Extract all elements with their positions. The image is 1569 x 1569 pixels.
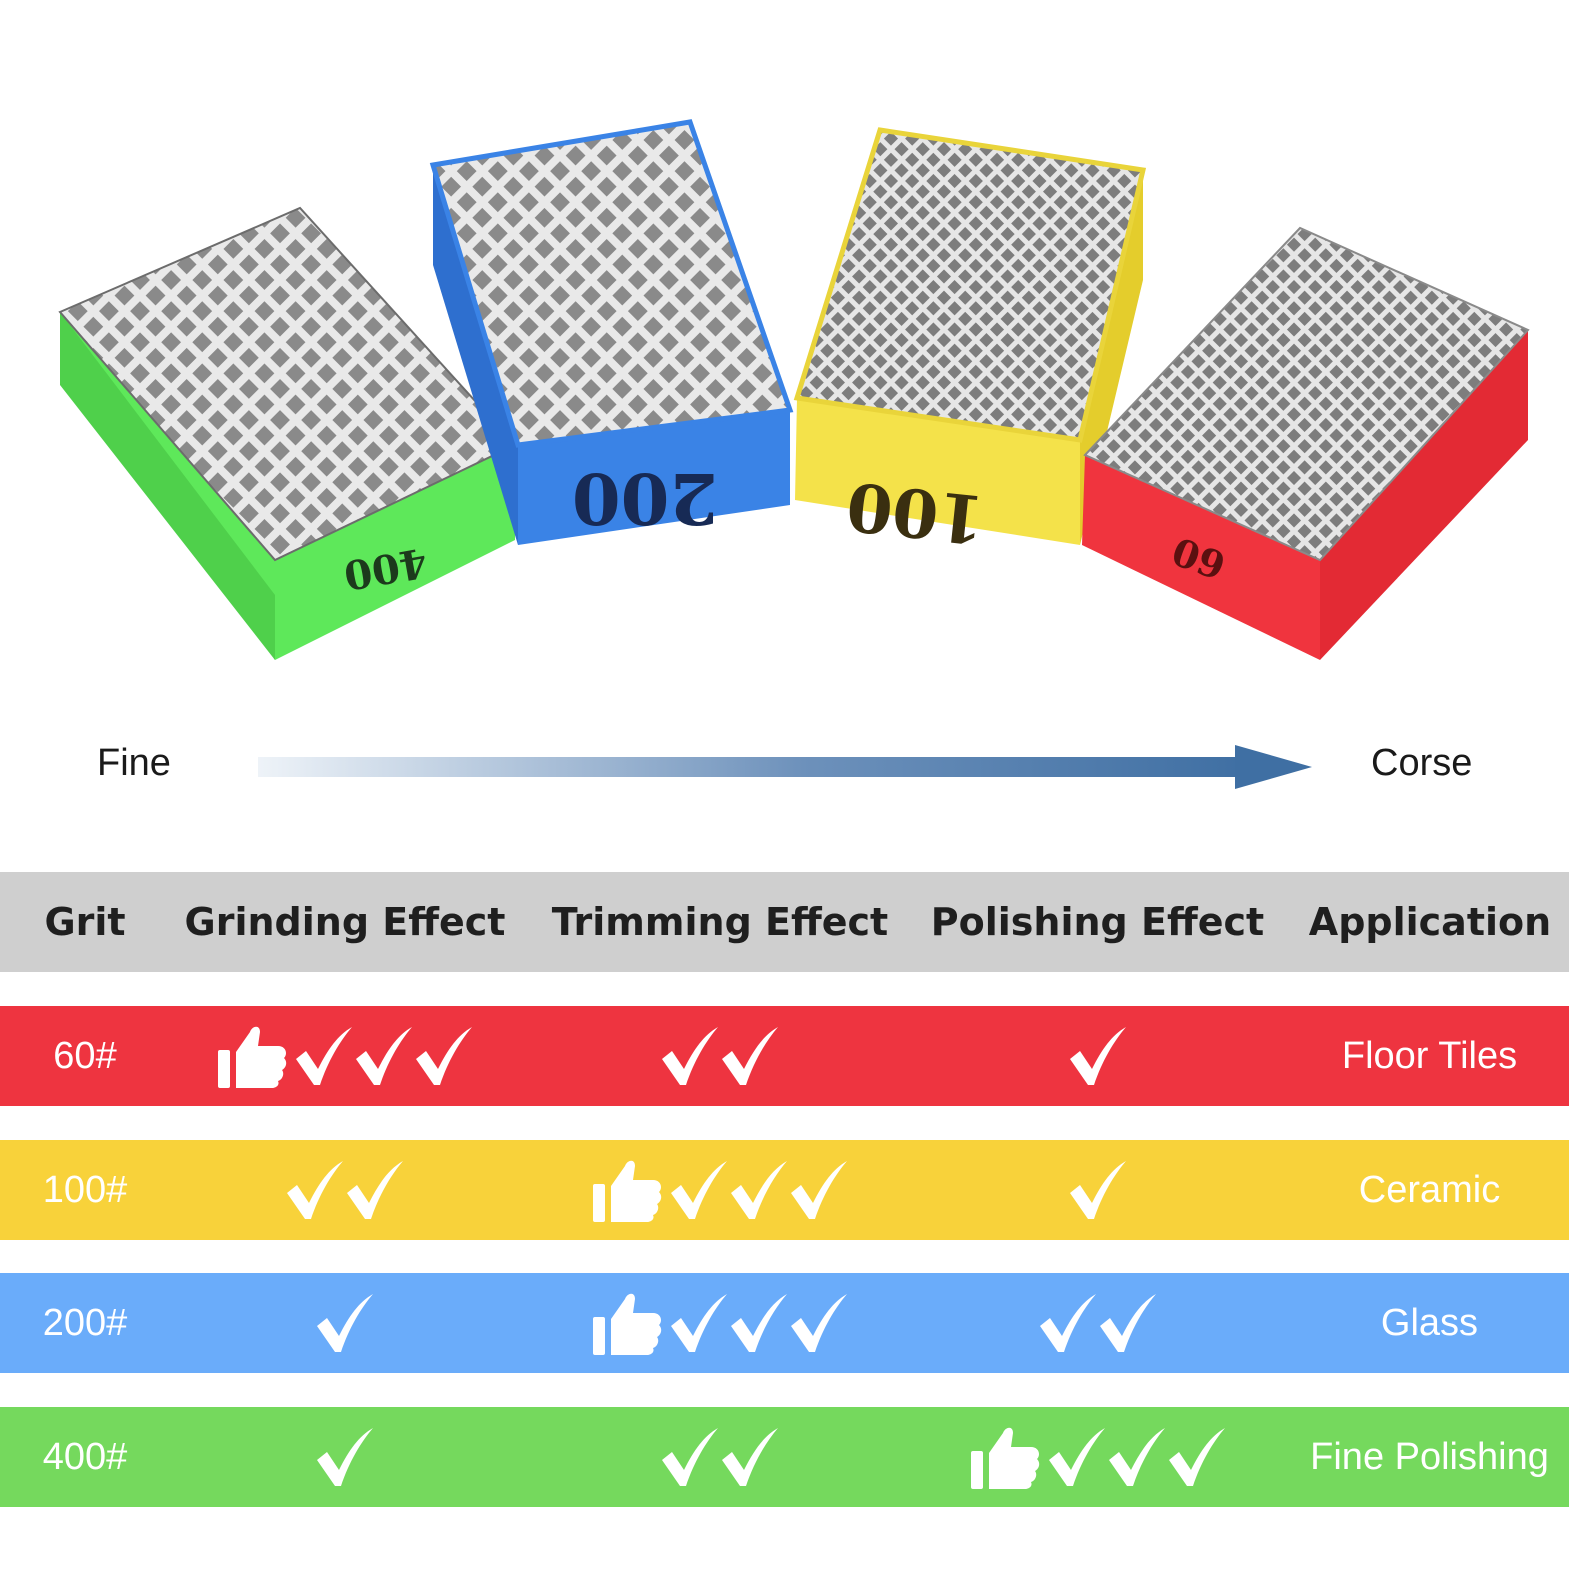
check-icon [1069, 1027, 1126, 1085]
table-row: 60# Floor Tiles [0, 1006, 1569, 1106]
application-value: Floor Tiles [1341, 1035, 1518, 1077]
check-icon [671, 1294, 727, 1352]
thumbs-up-icon [593, 1293, 662, 1355]
pad-400: 400 [58, 206, 517, 660]
check-icon [731, 1161, 787, 1219]
grit-value: 100# [42, 1169, 128, 1211]
check-icon [296, 1027, 352, 1085]
thumbs-up-icon [218, 1026, 287, 1088]
check-icon [791, 1294, 847, 1352]
trimming-effect-rating [540, 1140, 900, 1240]
fine-to-coarse-arrow [258, 745, 1312, 789]
grinding-effect-rating [170, 1273, 520, 1373]
check-icon [356, 1027, 412, 1085]
polishing-effect-rating [925, 1140, 1270, 1240]
check-icon [791, 1161, 847, 1219]
grinding-effect-rating [170, 1140, 520, 1240]
trimming-effect-rating [540, 1006, 900, 1106]
grinding-effect-rating [170, 1006, 520, 1106]
table-row: 200# Glass [0, 1273, 1569, 1373]
check-icon [1108, 1428, 1165, 1486]
trimming-effect-rating [540, 1407, 900, 1507]
check-icon [416, 1027, 472, 1085]
table-row: 100# Ceramic [0, 1140, 1569, 1240]
grit-value: 400# [42, 1436, 128, 1478]
check-icon [671, 1161, 727, 1219]
check-icon [731, 1294, 787, 1352]
fine-label: Fine [97, 742, 171, 784]
application-value: Glass [1380, 1302, 1479, 1344]
check-icon [1168, 1428, 1225, 1486]
check-icon [1039, 1294, 1096, 1352]
grinding-effect-rating [170, 1407, 520, 1507]
diamond-hand-pads-image: 400 200 100 60 [58, 119, 1530, 660]
pad-label-200: 200 [572, 457, 718, 540]
header-grit: Grit [44, 900, 126, 944]
application-value: Fine Polishing [1310, 1436, 1549, 1478]
pad-label-100: 100 [843, 467, 988, 559]
header-polishing-effect: Polishing Effect [930, 900, 1265, 944]
check-icon [662, 1428, 718, 1486]
pad-60: 60 [1082, 226, 1530, 660]
grit-value: 60# [53, 1035, 117, 1077]
coarse-label: Corse [1371, 742, 1473, 784]
check-icon [1099, 1294, 1156, 1352]
header-grinding-effect: Grinding Effect [184, 900, 506, 944]
header-trimming-effect: Trimming Effect [551, 900, 889, 944]
check-icon [662, 1027, 718, 1085]
check-icon [722, 1428, 778, 1486]
application-value: Ceramic [1358, 1169, 1501, 1211]
check-icon [1048, 1428, 1105, 1486]
pad-100: 100 [793, 127, 1147, 559]
thumbs-up-icon [970, 1427, 1039, 1489]
table-row: 400# Fine Polishing [0, 1407, 1569, 1507]
polishing-effect-rating [925, 1273, 1270, 1373]
check-icon [1069, 1161, 1126, 1219]
check-icon [287, 1161, 343, 1219]
polishing-effect-rating [925, 1407, 1270, 1507]
polishing-effect-rating [925, 1006, 1270, 1106]
trimming-effect-rating [540, 1273, 900, 1373]
header-application: Application [1308, 900, 1552, 944]
thumbs-up-icon [593, 1160, 662, 1222]
table-header: Grit Grinding Effect Trimming Effect Pol… [0, 872, 1569, 972]
check-icon [722, 1027, 778, 1085]
check-icon [317, 1428, 373, 1486]
check-icon [317, 1294, 373, 1352]
check-icon [347, 1161, 403, 1219]
pad-200: 200 [429, 119, 794, 545]
grit-value: 200# [42, 1302, 128, 1344]
